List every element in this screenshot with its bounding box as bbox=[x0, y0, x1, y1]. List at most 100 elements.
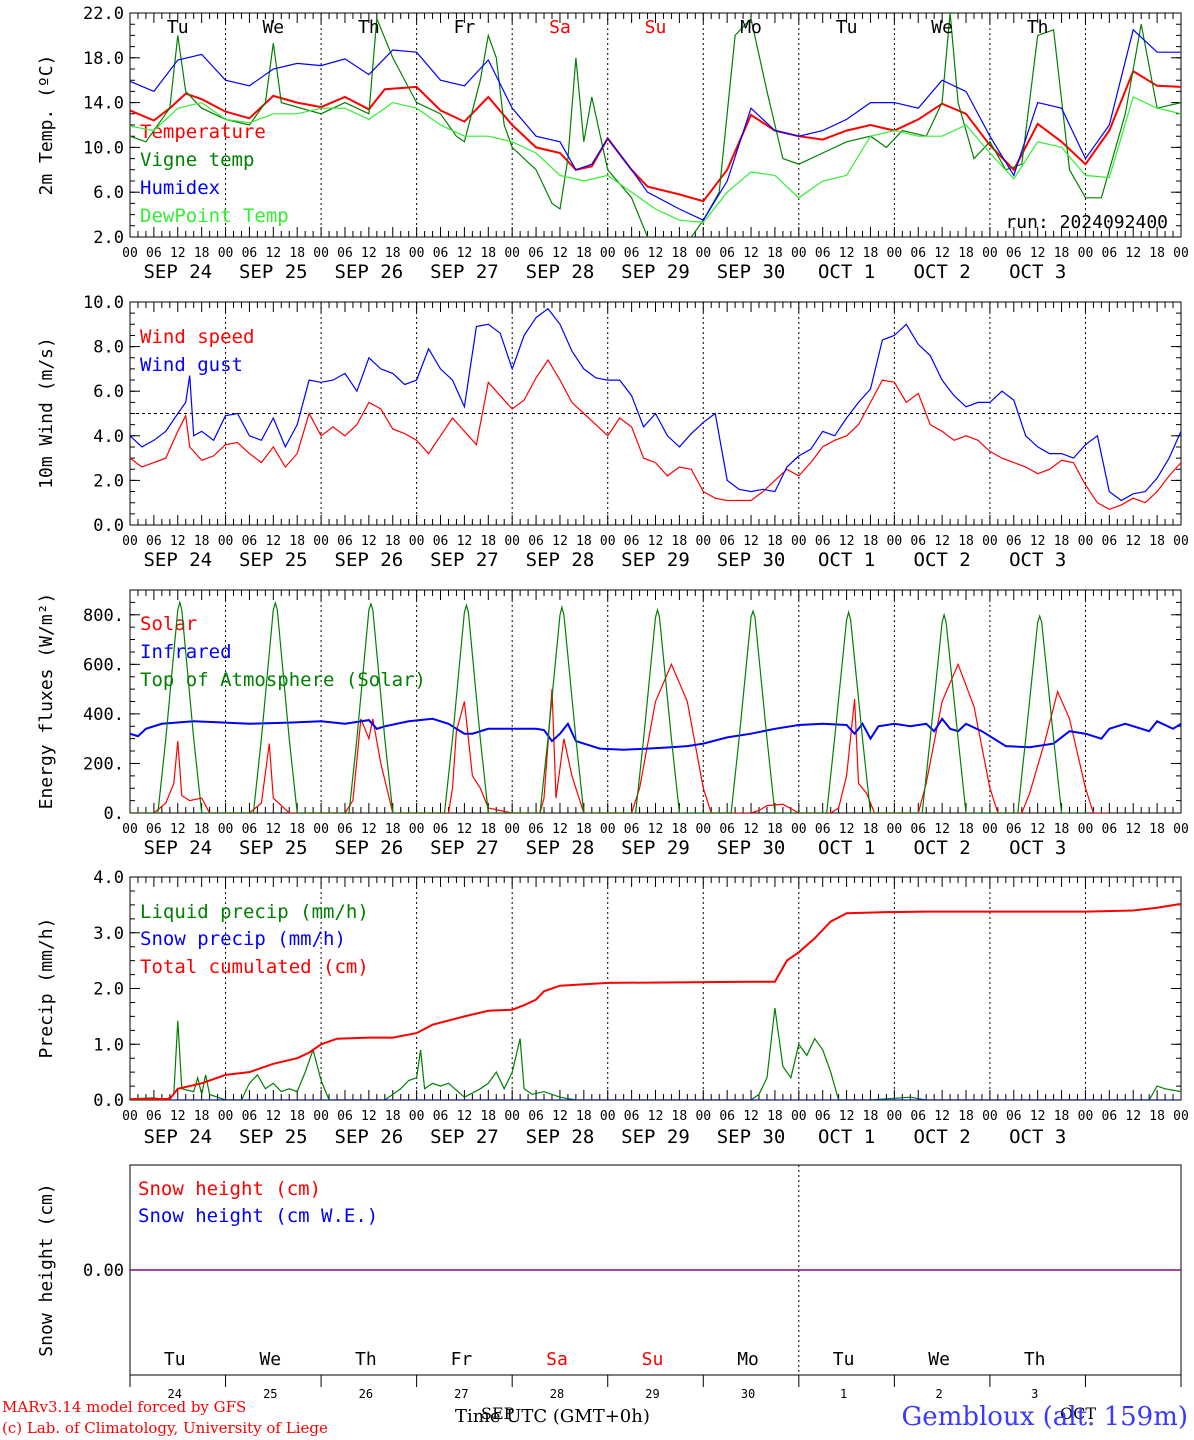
y-tick-label: 2.0 bbox=[93, 980, 124, 1000]
hour-tick-label: 12 bbox=[1125, 1109, 1141, 1124]
hour-tick-label: 12 bbox=[839, 1109, 855, 1124]
month-label-oct: OCT bbox=[1060, 1404, 1097, 1423]
date-label: SEP 24 bbox=[143, 549, 212, 571]
legend-entry: Top of Atmosphere (Solar) bbox=[140, 669, 426, 691]
hour-tick-label: 06 bbox=[528, 246, 544, 261]
hour-tick-label: 18 bbox=[767, 246, 783, 261]
hour-tick-label: 18 bbox=[958, 534, 974, 549]
hour-tick-label: 00 bbox=[504, 246, 520, 261]
hour-tick-label: 00 bbox=[218, 534, 234, 549]
hour-tick-label: 12 bbox=[265, 246, 281, 261]
hour-tick-label: 18 bbox=[1149, 1109, 1165, 1124]
hour-tick-label: 18 bbox=[672, 1109, 688, 1124]
hour-tick-label: 00 bbox=[1173, 1109, 1189, 1124]
hour-tick-label: 12 bbox=[170, 1109, 186, 1124]
date-label: SEP 29 bbox=[621, 261, 690, 283]
hour-tick-label: 06 bbox=[910, 246, 926, 261]
hour-tick-label: 06 bbox=[337, 1109, 353, 1124]
chart-panel-1: 00 06 12 18 00 06 12 18 00 06 12 18 00 06 12 18 00 06 12 18… bbox=[36, 4, 1189, 283]
hour-tick-label: 00 bbox=[600, 1109, 616, 1124]
hour-tick-label: 18 bbox=[1149, 246, 1165, 261]
date-label: SEP 27 bbox=[430, 837, 499, 859]
hour-tick-label: 06 bbox=[242, 822, 258, 837]
date-label: SEP 28 bbox=[526, 1126, 595, 1148]
hour-tick-label: 06 bbox=[433, 822, 449, 837]
station-name: Gembloux (alt. 159m) bbox=[901, 1402, 1188, 1432]
hour-tick-label: 00 bbox=[313, 246, 329, 261]
hour-tick-label: 06 bbox=[910, 822, 926, 837]
hour-tick-label: 18 bbox=[576, 1109, 592, 1124]
hour-tick-label: 12 bbox=[1125, 822, 1141, 837]
hour-tick-label: 00 bbox=[1078, 822, 1094, 837]
date-label: OCT 2 bbox=[914, 1126, 971, 1148]
hour-tick-label: 18 bbox=[385, 534, 401, 549]
hour-tick-label: 12 bbox=[839, 534, 855, 549]
y-tick-label: 10.0 bbox=[83, 293, 124, 313]
y-axis-label: 10m Wind (m/s) bbox=[36, 337, 57, 489]
day-name-top: Sa bbox=[549, 17, 571, 38]
hour-tick-label: 12 bbox=[361, 1109, 377, 1124]
legend-entry: Humidex bbox=[140, 177, 220, 199]
hour-tick-label: 12 bbox=[265, 822, 281, 837]
x-ticks bbox=[129, 13, 1182, 237]
y-tick-label: 14.0 bbox=[83, 94, 124, 114]
day-name-top: Mo bbox=[740, 17, 762, 38]
date-label: OCT 2 bbox=[914, 261, 971, 283]
hour-tick-label: 18 bbox=[863, 1109, 879, 1124]
hour-tick-label: 00 bbox=[600, 822, 616, 837]
hour-tick-label: 18 bbox=[1054, 1109, 1070, 1124]
hour-tick-label: 00 bbox=[695, 246, 711, 261]
hour-tick-label: 18 bbox=[385, 822, 401, 837]
day-name-bottom: We bbox=[928, 1349, 950, 1370]
hour-tick-label: 12 bbox=[265, 1109, 281, 1124]
y-minor-ticks bbox=[130, 12, 1181, 238]
hour-tick-label: 00 bbox=[791, 246, 807, 261]
hour-tick-label: 18 bbox=[194, 246, 210, 261]
y-tick-label: 6.0 bbox=[93, 183, 124, 203]
hour-tick-label: 00 bbox=[982, 1109, 998, 1124]
date-label: SEP 30 bbox=[717, 1126, 786, 1148]
hour-tick-label: 18 bbox=[576, 246, 592, 261]
day-name-bottom: Sa bbox=[546, 1349, 568, 1370]
hour-tick-label: 00 bbox=[313, 1109, 329, 1124]
legend-entry: Solar bbox=[140, 613, 197, 635]
hour-tick-label: 18 bbox=[289, 822, 305, 837]
hour-tick-label: 12 bbox=[743, 1109, 759, 1124]
hour-tick-label: 18 bbox=[576, 534, 592, 549]
hour-tick-label: 06 bbox=[719, 534, 735, 549]
hour-tick-label: 00 bbox=[1078, 534, 1094, 549]
hour-tick-label: 18 bbox=[194, 534, 210, 549]
date-label: SEP 28 bbox=[526, 837, 595, 859]
series-line-humidex bbox=[130, 28, 1181, 221]
day-number: 3 bbox=[1031, 1387, 1038, 1401]
hour-tick-label: 12 bbox=[934, 1109, 950, 1124]
legend-entry: Snow height (cm W.E.) bbox=[138, 1205, 378, 1227]
legend-entry: Liquid precip (mm/h) bbox=[140, 901, 369, 923]
hour-tick-label: 06 bbox=[910, 1109, 926, 1124]
hour-tick-label: 00 bbox=[887, 822, 903, 837]
hour-tick-label: 12 bbox=[934, 246, 950, 261]
hour-tick-label: 00 bbox=[982, 246, 998, 261]
hour-tick-label: 18 bbox=[289, 246, 305, 261]
hour-tick-label: 18 bbox=[576, 822, 592, 837]
hour-tick-label: 06 bbox=[1006, 1109, 1022, 1124]
hour-tick-label: 06 bbox=[815, 1109, 831, 1124]
month-label-sep: SEP bbox=[481, 1404, 515, 1423]
day-name-bottom: Tu bbox=[833, 1349, 855, 1370]
date-label: OCT 3 bbox=[1009, 261, 1066, 283]
hour-tick-label: 12 bbox=[1125, 246, 1141, 261]
run-label: run: 2024092400 bbox=[1005, 212, 1168, 233]
date-label: SEP 24 bbox=[143, 837, 212, 859]
y-tick-label: 2.0 bbox=[93, 228, 124, 248]
hour-tick-label: 18 bbox=[767, 1109, 783, 1124]
hour-tick-label: 06 bbox=[146, 1109, 162, 1124]
hour-tick-label: 18 bbox=[767, 822, 783, 837]
series-line-liquid-precip-mm-h- bbox=[130, 1007, 1181, 1100]
legend-entry: DewPoint Temp bbox=[140, 205, 289, 227]
hour-tick-label: 12 bbox=[552, 534, 568, 549]
date-label: OCT 3 bbox=[1009, 549, 1066, 571]
lab-credit: (c) Lab. of Climatology, University of L… bbox=[2, 1419, 328, 1437]
hour-tick-label: 18 bbox=[480, 822, 496, 837]
y-tick-label: 0.0 bbox=[93, 1091, 124, 1111]
hour-tick-label: 00 bbox=[504, 822, 520, 837]
